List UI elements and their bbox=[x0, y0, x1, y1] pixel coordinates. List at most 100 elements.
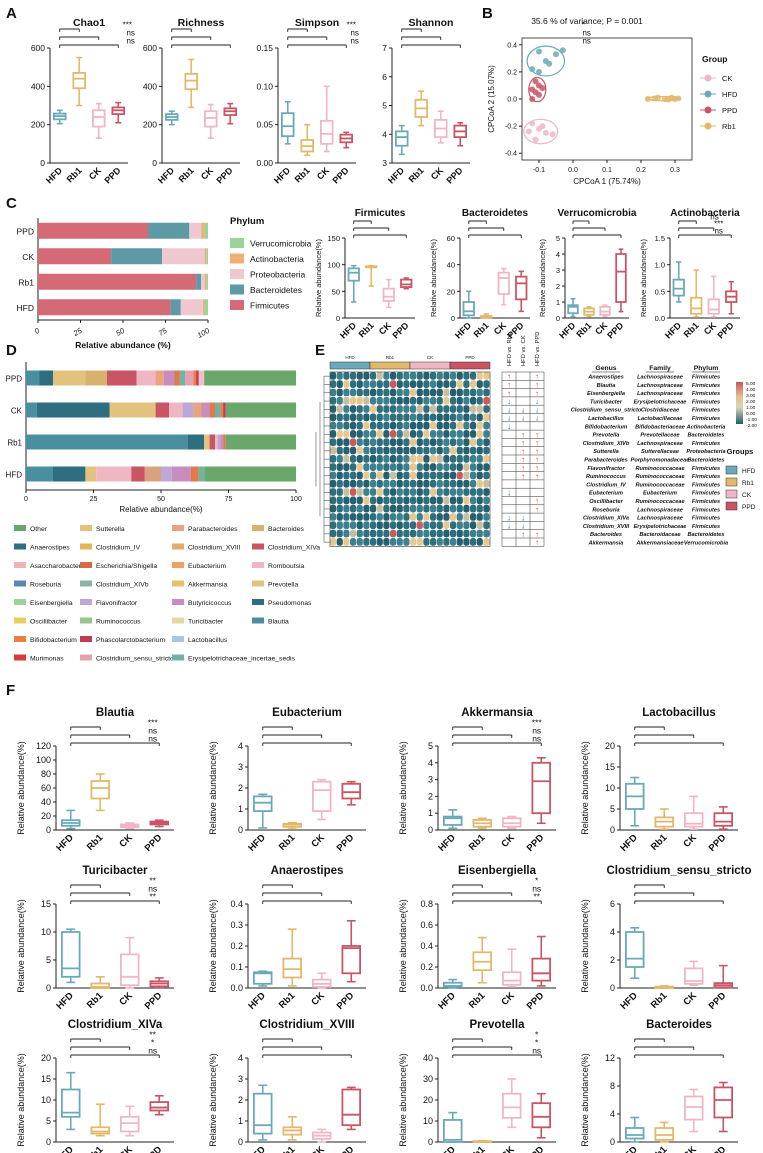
heatmap-cell bbox=[430, 488, 437, 496]
heatmap-cell bbox=[330, 513, 337, 521]
heatmap-cell bbox=[443, 504, 450, 513]
arrow-down-icon: ↓ bbox=[507, 414, 511, 423]
box-Rb1 bbox=[90, 773, 111, 812]
y-tick-label: 5 bbox=[556, 234, 560, 243]
bar-Actinobacteria bbox=[201, 222, 205, 239]
heatmap-cell bbox=[376, 504, 383, 513]
heatmap-cell bbox=[423, 455, 430, 463]
heatmap-cell bbox=[443, 479, 450, 488]
y-tick-label: 20 bbox=[41, 1053, 51, 1063]
x-tick-label: HFD bbox=[156, 165, 177, 186]
heatmap-cell bbox=[376, 430, 383, 438]
heatmap-cell bbox=[450, 446, 457, 455]
chart-title: Simpson bbox=[295, 17, 339, 29]
box-CK bbox=[120, 822, 140, 830]
heatmap-cell bbox=[436, 405, 443, 413]
x-tick-label: PPD bbox=[525, 832, 547, 854]
chart-title: Prevotella bbox=[470, 1019, 526, 1031]
arrow-up-icon: ↑ bbox=[521, 447, 525, 456]
heatmap-cell bbox=[356, 455, 363, 463]
heatmap-cell bbox=[330, 430, 337, 438]
legend-label: HFD bbox=[742, 468, 756, 475]
x-tick-label: CK bbox=[117, 1144, 135, 1153]
heatmap-cell bbox=[450, 496, 457, 505]
y-axis-label: Relative abundance(%) bbox=[16, 899, 26, 993]
heatmap-cell bbox=[350, 521, 357, 530]
y-tick-label: PPD bbox=[17, 226, 34, 236]
heatmap-cell bbox=[483, 513, 490, 521]
x-tick-label: PPD bbox=[525, 1144, 547, 1153]
sig-label: ns bbox=[582, 37, 590, 46]
heatmap-cell bbox=[396, 529, 403, 538]
y-tick-label: 2 bbox=[610, 955, 615, 965]
color-scale-label: 2.00 bbox=[746, 399, 756, 405]
table-cell: Ruminococcaceae bbox=[635, 482, 684, 488]
legend-label: Romboutsia bbox=[268, 563, 304, 570]
heatmap-cell bbox=[390, 529, 397, 538]
panel-letter-E: E bbox=[315, 342, 325, 359]
table-header: Phylum bbox=[694, 365, 719, 372]
table-cell: Lachnospiraceae bbox=[637, 507, 683, 513]
y-tick-label: 0.00 bbox=[256, 158, 273, 168]
legend-label: Pseudomonas bbox=[268, 600, 312, 607]
heatmap-cell bbox=[330, 538, 337, 546]
point-PPD bbox=[529, 96, 536, 102]
color-scale-label: 3.00 bbox=[746, 393, 756, 399]
heatmap-cell bbox=[450, 538, 457, 546]
legend-label: Rb1 bbox=[722, 122, 736, 131]
y-tick-label: 0.05 bbox=[256, 120, 273, 130]
arrow-up-icon: ↑ bbox=[521, 472, 525, 481]
heatmap-cell bbox=[470, 471, 477, 480]
x-tick-label: CK bbox=[681, 990, 699, 1008]
heatmap-cell bbox=[476, 463, 483, 471]
heatmap-cell bbox=[336, 446, 343, 455]
heatmap-cell bbox=[403, 405, 410, 413]
sig-label: ** bbox=[149, 876, 156, 886]
arrow-up-icon: ↑ bbox=[535, 439, 539, 448]
bar-Bacteroidetes bbox=[111, 248, 163, 265]
heatmap-cell bbox=[443, 463, 450, 471]
heatmap-cell bbox=[336, 471, 343, 480]
heatmap-cell bbox=[410, 529, 417, 538]
table-cell: Clostridium_XIVa bbox=[583, 516, 629, 522]
comparison-header: HFD vs. Rb1 bbox=[507, 333, 513, 366]
legend-swatch bbox=[252, 562, 264, 568]
y-tick-label: 0.3 bbox=[230, 920, 243, 930]
bar-segment bbox=[215, 434, 218, 450]
heatmap-cell bbox=[356, 372, 363, 380]
bar-segment bbox=[26, 466, 53, 482]
heatmap-cell bbox=[456, 471, 463, 480]
heatmap-cell bbox=[450, 380, 457, 388]
heatmap-cell bbox=[343, 521, 350, 530]
bar-Firmicutes bbox=[38, 299, 171, 316]
heatmap-cell bbox=[450, 388, 457, 397]
heatmap-cell bbox=[423, 380, 430, 388]
table-cell: Clostridium_XVIII bbox=[583, 524, 630, 530]
x-tick-label: 0.3 bbox=[670, 167, 680, 174]
heatmap-cell bbox=[370, 380, 377, 388]
table-cell: Clostridiaceae bbox=[641, 408, 679, 414]
heatmap-cell bbox=[363, 513, 370, 521]
box-iqr bbox=[280, 112, 295, 138]
heatmap-cell bbox=[350, 438, 357, 447]
heatmap-cell bbox=[430, 471, 437, 480]
y-axis-label: Relative abundance(%) bbox=[580, 741, 590, 835]
heatmap-cell bbox=[343, 496, 350, 505]
heatmap-cell bbox=[403, 529, 410, 538]
sig-label: *** bbox=[347, 21, 356, 30]
sig-label: *** bbox=[714, 220, 723, 229]
chart-title: Clostridium_sensu_stricto bbox=[606, 865, 751, 877]
heatmap-cell bbox=[383, 372, 390, 380]
sig-label: * bbox=[151, 1038, 155, 1048]
heatmap-cell bbox=[463, 463, 470, 471]
table-cell: Firmicutes bbox=[692, 474, 720, 480]
bar-segment bbox=[36, 402, 110, 418]
chart-title: Bacteroides bbox=[646, 1019, 712, 1031]
legend-label: PPD bbox=[742, 504, 756, 511]
heatmap-cell bbox=[456, 380, 463, 388]
heatmap-cell bbox=[410, 421, 417, 430]
heatmap-cell bbox=[343, 396, 350, 405]
bar-segment bbox=[85, 466, 97, 482]
heatmap-cell bbox=[410, 538, 417, 546]
heatmap-cell bbox=[470, 455, 477, 463]
